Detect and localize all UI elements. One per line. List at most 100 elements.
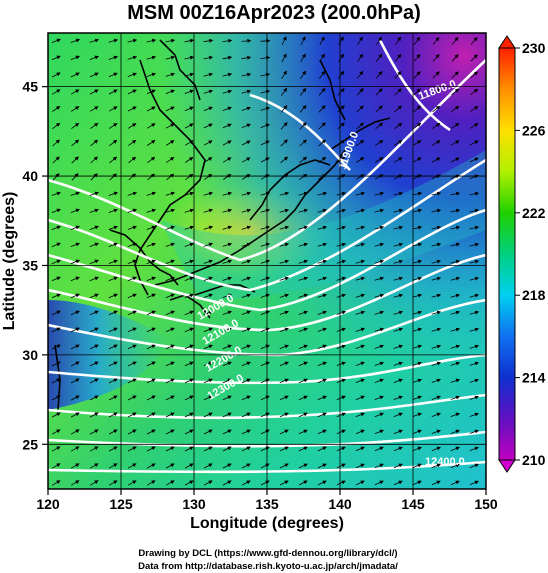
wind-arrow xyxy=(356,88,364,96)
wind-arrow xyxy=(450,480,460,486)
wind-arrow xyxy=(185,157,194,163)
wind-arrow xyxy=(260,55,271,60)
wind-arrow xyxy=(127,89,137,95)
wind-arrow xyxy=(279,191,290,196)
wind-arrow xyxy=(127,242,137,247)
wind-arrow xyxy=(260,361,270,367)
wind-arrow xyxy=(469,429,479,434)
wind-arrow xyxy=(89,395,99,401)
wind-arrow xyxy=(450,463,460,469)
wind-arrow xyxy=(279,242,290,247)
wind-arrow xyxy=(184,72,195,77)
x-axis-label: Longitude (degrees) xyxy=(190,515,344,532)
wind-arrow xyxy=(355,446,365,452)
wind-arrow xyxy=(203,276,213,281)
wind-arrow xyxy=(432,36,440,45)
wind-arrow xyxy=(298,378,308,384)
wind-arrow xyxy=(431,395,441,400)
wind-arrow xyxy=(184,106,194,112)
wind-arrow xyxy=(222,89,233,94)
wind-arrow xyxy=(450,123,460,129)
wind-arrow xyxy=(51,361,61,367)
wind-arrow xyxy=(165,89,175,95)
wind-arrow xyxy=(146,106,156,112)
wind-arrow xyxy=(127,191,138,196)
wind-arrow xyxy=(374,412,384,418)
wind-arrow xyxy=(260,446,270,452)
wind-arrow xyxy=(165,259,175,264)
wind-arrow xyxy=(52,173,60,181)
wind-arrow xyxy=(260,310,270,315)
colorbar-tick-label: 230 xyxy=(522,40,546,56)
wind-arrow xyxy=(376,36,382,45)
wind-arrow xyxy=(412,429,422,435)
wind-arrow xyxy=(336,242,347,247)
wind-arrow xyxy=(70,463,80,469)
wind-arrow xyxy=(431,310,442,315)
wind-arrow xyxy=(146,89,156,95)
wind-arrow xyxy=(432,71,440,79)
cool-band xyxy=(160,150,486,300)
wind-arrow xyxy=(412,293,423,298)
wind-arrow xyxy=(241,378,251,384)
wind-arrow xyxy=(165,242,175,247)
credit-drawing: Drawing by DCL (https://www.gfd-dennou.o… xyxy=(138,548,397,559)
wind-arrow xyxy=(451,105,460,113)
wind-arrow xyxy=(394,88,402,96)
wind-arrow xyxy=(299,156,308,164)
wind-arrow xyxy=(317,412,327,418)
wind-arrow xyxy=(241,361,251,367)
wind-arrow xyxy=(165,55,176,60)
wind-arrow xyxy=(184,276,194,281)
wind-arrow xyxy=(394,53,402,62)
wind-arrow xyxy=(260,412,270,418)
wind-arrow xyxy=(127,480,137,486)
wind-arrow xyxy=(393,327,404,332)
wind-arrow xyxy=(109,139,118,147)
wind-arrow xyxy=(203,429,213,435)
wind-arrow xyxy=(299,173,308,180)
wind-arrow xyxy=(260,378,270,384)
wind-arrow xyxy=(469,361,480,366)
wind-arrow xyxy=(260,157,270,163)
wind-arrow xyxy=(241,463,251,469)
wind-arrow xyxy=(184,446,194,452)
wind-arrow xyxy=(222,446,232,452)
wind-arrow xyxy=(336,412,346,418)
wind-arrow xyxy=(108,191,119,196)
wind-arrow xyxy=(89,276,99,282)
wind-arrow xyxy=(412,191,423,196)
wind-arrow xyxy=(281,53,287,63)
wind-arrow xyxy=(279,361,289,367)
wind-arrow xyxy=(51,310,61,316)
wind-arrow xyxy=(89,89,99,95)
wind-arrow xyxy=(241,89,252,94)
wind-arrow xyxy=(52,122,61,130)
wind-arrow xyxy=(241,395,251,401)
wind-arrow xyxy=(281,70,287,80)
wind-arrow xyxy=(413,36,421,45)
wind-arrow xyxy=(393,191,404,196)
wind-arrow xyxy=(70,446,80,452)
wind-arrow xyxy=(203,89,214,94)
wind-arrow xyxy=(336,327,346,332)
wind-arrow xyxy=(260,276,271,281)
wind-arrow xyxy=(108,378,118,384)
wind-arrow xyxy=(203,208,214,213)
colorbar-tick-label: 222 xyxy=(522,205,546,221)
wind-arrow xyxy=(279,429,289,435)
wind-arrow xyxy=(108,361,118,367)
wind-arrow xyxy=(127,429,137,435)
wind-arrow xyxy=(337,139,346,147)
wind-arrow xyxy=(338,53,344,62)
wind-arrow xyxy=(469,446,479,451)
wind-arrow xyxy=(318,87,326,96)
wind-arrow xyxy=(355,463,365,469)
wind-arrow xyxy=(431,276,442,281)
wind-arrow xyxy=(338,36,344,46)
wind-arrow xyxy=(127,361,137,367)
wind-arrow xyxy=(260,38,271,43)
wind-arrow xyxy=(336,480,346,486)
wind-arrow xyxy=(317,327,327,332)
wind-arrow xyxy=(222,123,232,129)
